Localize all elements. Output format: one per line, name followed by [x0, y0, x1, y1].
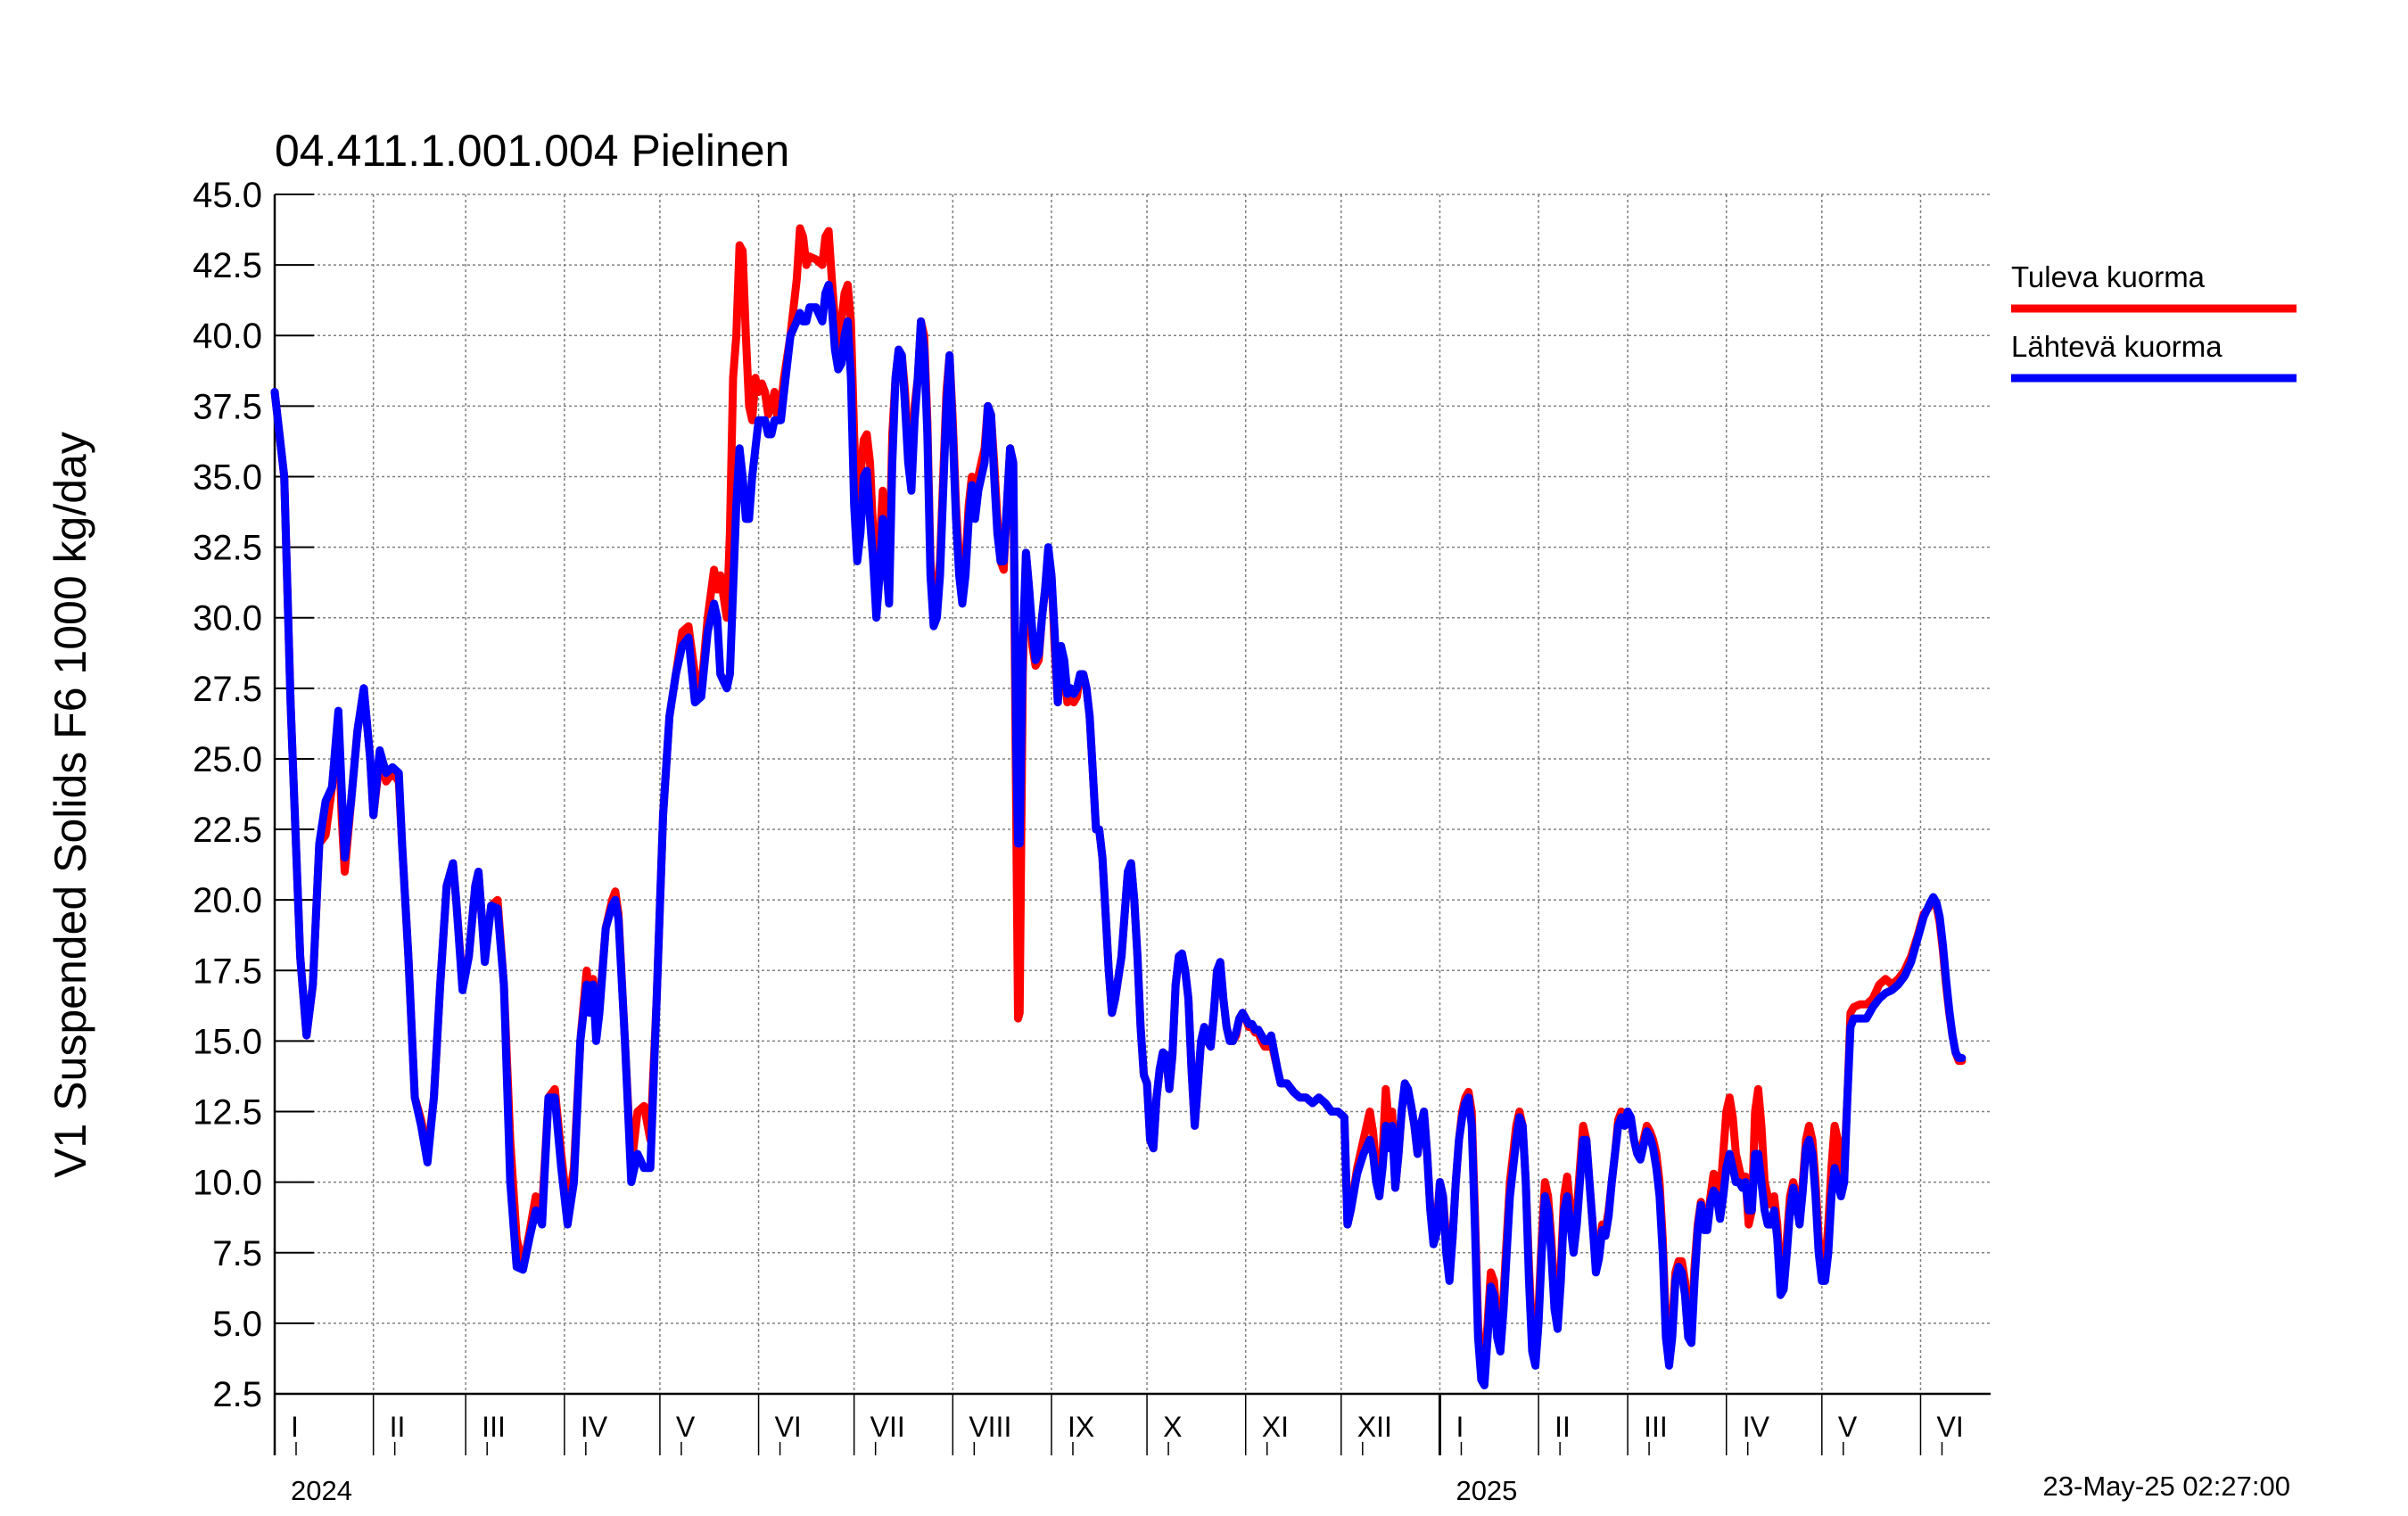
y-tick-label: 7.5 — [212, 1234, 262, 1273]
y-tick-label: 12.5 — [193, 1093, 262, 1133]
month-label: IV — [581, 1411, 608, 1443]
year-label: 2025 — [1456, 1475, 1517, 1506]
month-label: V — [1838, 1411, 1858, 1443]
y-tick-label: 45.0 — [193, 176, 262, 215]
y-tick-label: 32.5 — [193, 529, 262, 568]
series-line — [270, 280, 1967, 1389]
month-label: VIII — [969, 1411, 1011, 1443]
y-axis-label: V1 Suspended Solids F6 1000 kg/day — [45, 432, 95, 1178]
month-label: IV — [1743, 1411, 1770, 1443]
month-label: X — [1163, 1411, 1182, 1443]
month-label: I — [291, 1411, 299, 1443]
month-label: XI — [1262, 1411, 1289, 1443]
y-tick-label: 10.0 — [193, 1164, 262, 1203]
month-label: II — [390, 1411, 406, 1443]
month-label: III — [1644, 1411, 1668, 1443]
month-label: III — [482, 1411, 506, 1443]
month-label: VI — [1936, 1411, 1963, 1443]
month-label: II — [1554, 1411, 1571, 1443]
legend-label: Tuleva kuorma — [2011, 260, 2206, 293]
y-tick-label: 40.0 — [193, 317, 262, 356]
y-tick-label: 17.5 — [193, 952, 262, 991]
x-axis-ticks: I II III IV V VI VII VIII IX X XI XII I II III IV V VI202… — [291, 1394, 1964, 1506]
month-label: VII — [870, 1411, 905, 1443]
month-label: VI — [775, 1411, 802, 1443]
y-tick-label: 15.0 — [193, 1022, 262, 1061]
y-tick-label: 20.0 — [193, 881, 262, 920]
series-lahteva-kuorma — [270, 280, 1967, 1389]
series-layer — [270, 224, 1967, 1389]
y-tick-label: 30.0 — [193, 599, 262, 639]
legend: Tuleva kuorma Lähtevä kuorma — [2011, 260, 2297, 383]
y-tick-label: 37.5 — [193, 387, 262, 426]
y-axis-ticks: 45.0 42.5 40.0 37.5 35.0 32.5 30.0 27.5 25.0 22.5… — [193, 176, 314, 1414]
legend-label: Lähtevä kuorma — [2011, 330, 2222, 363]
y-tick-label: 35.0 — [193, 457, 262, 497]
month-label: IX — [1068, 1411, 1094, 1443]
year-label: 2024 — [291, 1475, 352, 1506]
timestamp: 23-May-25 02:27:00 — [2043, 1471, 2290, 1502]
y-tick-label: 22.5 — [193, 811, 262, 850]
chart-title: 04.411.1.001.004 Pielinen — [275, 126, 789, 176]
y-tick-label: 5.0 — [212, 1305, 262, 1344]
y-tick-label: 25.0 — [193, 740, 262, 779]
y-tick-label: 27.5 — [193, 670, 262, 709]
y-tick-label: 2.5 — [212, 1375, 262, 1414]
plot-frame — [273, 194, 1991, 1455]
month-label: XII — [1357, 1411, 1392, 1443]
month-label: V — [676, 1411, 696, 1443]
y-tick-label: 42.5 — [193, 246, 262, 285]
month-label: I — [1456, 1411, 1464, 1443]
